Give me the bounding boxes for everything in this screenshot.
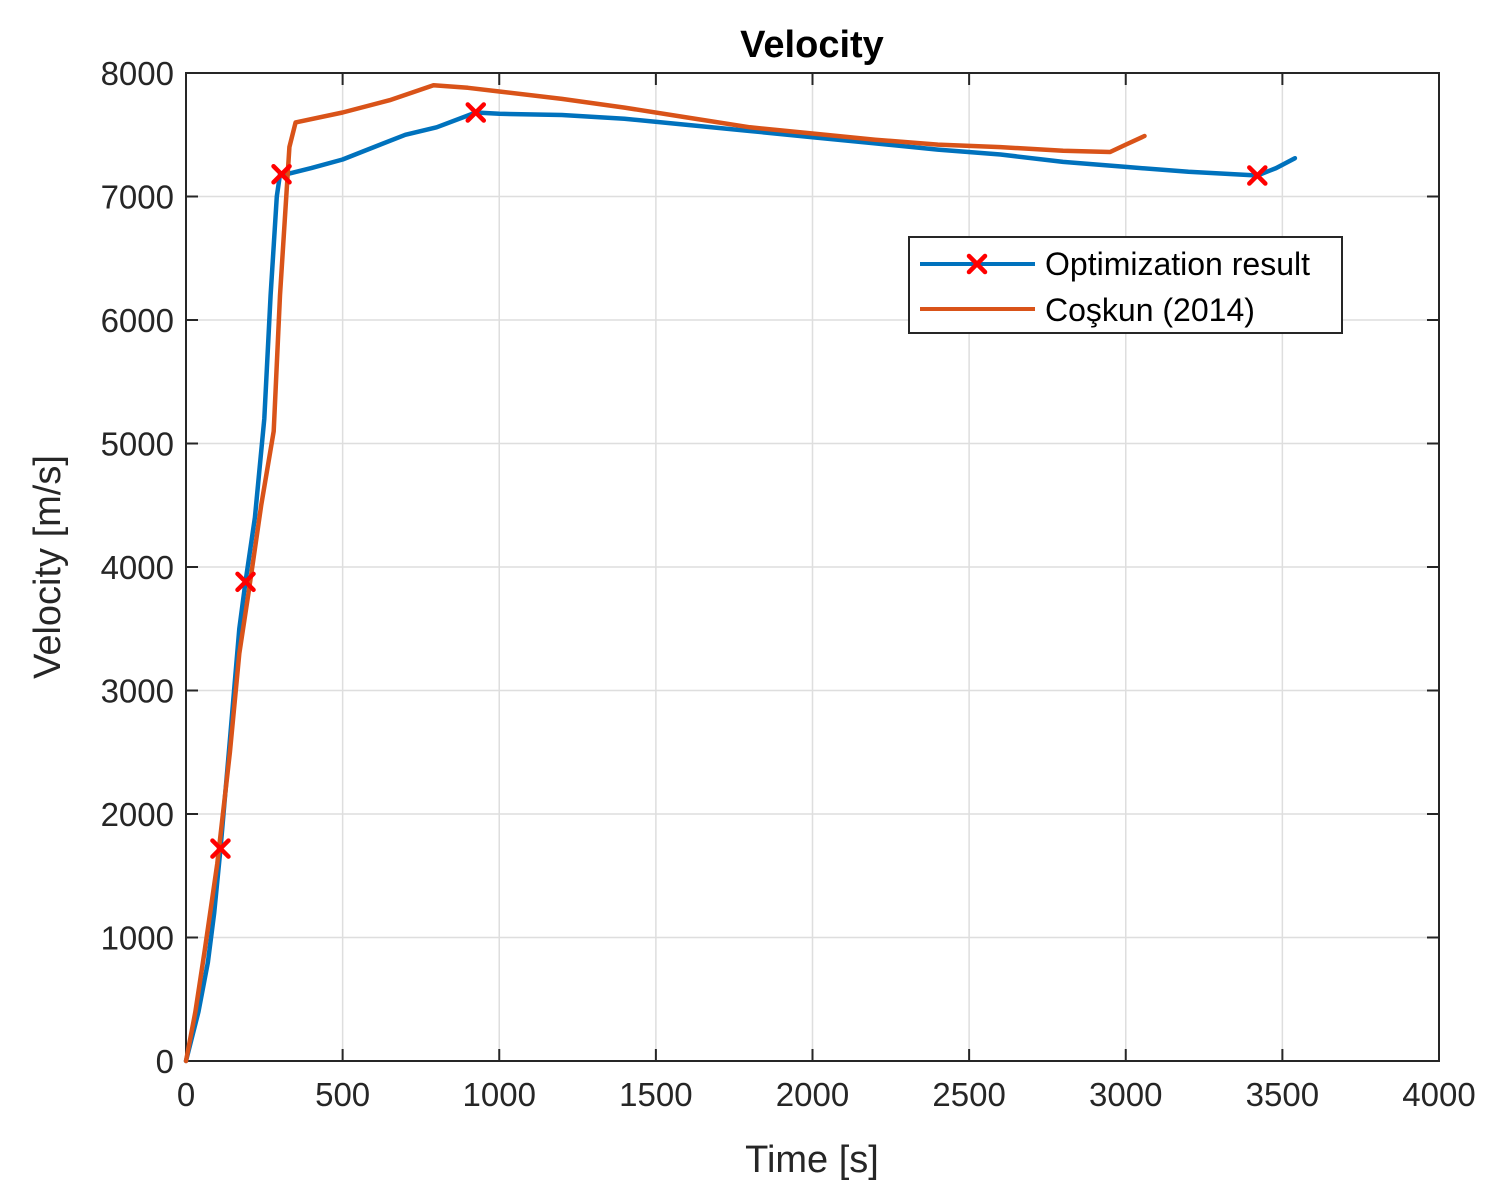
- series-layer: [183, 83, 1298, 1064]
- data-point-marker: [235, 571, 256, 593]
- x-tick-label: 1500: [619, 1076, 692, 1113]
- tick-layer: 0 500 1000 1500 2000 2500 3000 3500 4000 0 1000 200…: [101, 55, 1476, 1113]
- y-tick-label: 2000: [101, 796, 174, 833]
- legend-box: [908, 236, 1343, 334]
- y-tick-label: 0: [156, 1043, 174, 1080]
- x-tick-label: 4000: [1402, 1076, 1475, 1113]
- chart-title: Velocity: [740, 24, 884, 66]
- y-tick-label: 8000: [101, 55, 174, 92]
- y-axis-label: Velocity [m/s]: [27, 455, 69, 679]
- y-tick-label: 1000: [101, 920, 174, 957]
- y-tick-label: 6000: [101, 302, 174, 339]
- data-point-marker: [210, 838, 231, 859]
- y-tick-label: 4000: [101, 549, 174, 586]
- data-point-marker: [465, 102, 487, 123]
- y-tick-label: 7000: [101, 179, 174, 216]
- legend-label-optimization: Optimization result: [1045, 246, 1310, 282]
- marker-layer: [210, 102, 1268, 859]
- y-tick-label: 5000: [101, 426, 174, 463]
- data-point-marker: [1247, 165, 1268, 186]
- legend-marker-x: [966, 253, 988, 275]
- x-tick-label: 3500: [1246, 1076, 1319, 1113]
- y-tick-label: 3000: [101, 673, 174, 710]
- x-tick-label: 1000: [463, 1076, 536, 1113]
- legend: Optimization result Coşkun (2014): [908, 236, 1343, 334]
- x-tick-label: 2000: [776, 1076, 849, 1113]
- x-tick-label: 2500: [932, 1076, 1005, 1113]
- legend-x-glyph: [966, 253, 988, 275]
- series-line-coskun-2014: [183, 83, 1147, 1064]
- x-tick-label: 3000: [1089, 1076, 1162, 1113]
- x-tick-label: 500: [315, 1076, 370, 1113]
- x-axis-label: Time [s]: [745, 1139, 879, 1181]
- x-tick-label: 0: [177, 1076, 195, 1113]
- data-point-marker: [271, 164, 292, 185]
- legend-label-coskun: Coşkun (2014): [1045, 292, 1255, 328]
